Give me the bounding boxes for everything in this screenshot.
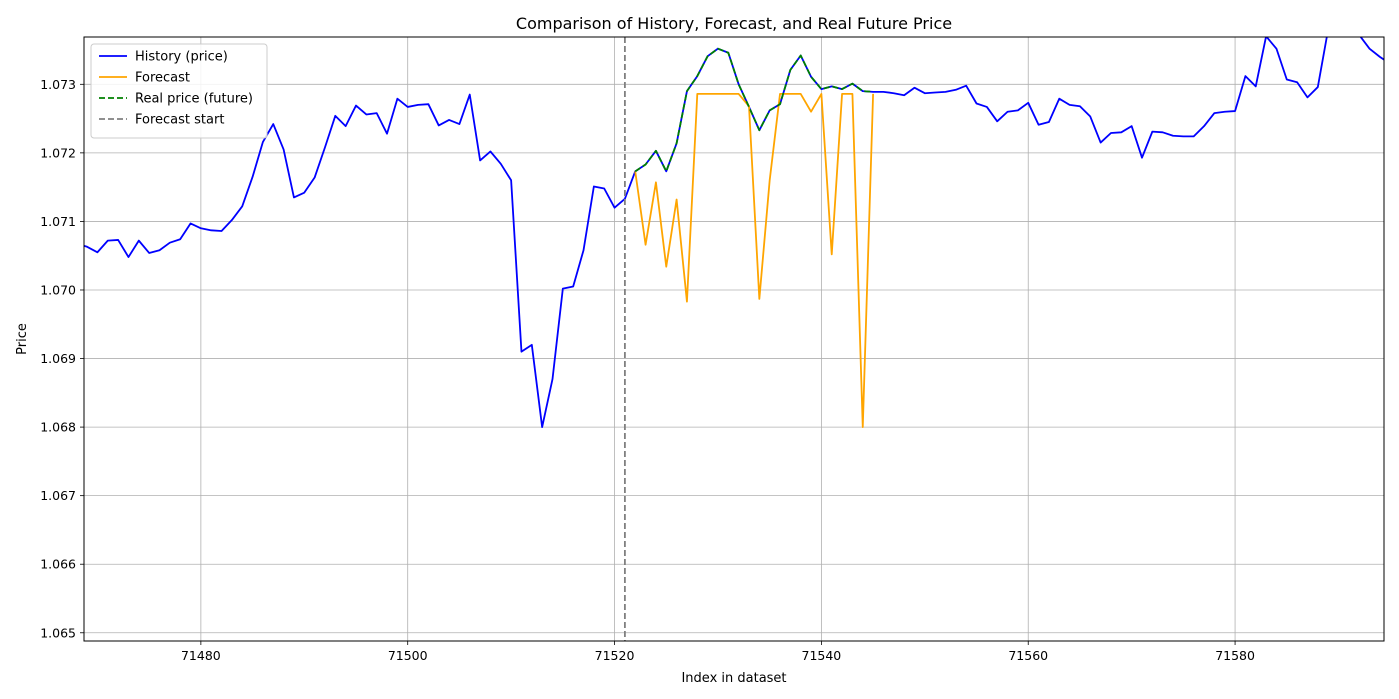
y-tick-label: 1.068 (40, 420, 76, 435)
x-axis-label: Index in dataset (681, 671, 786, 686)
chart-title: Comparison of History, Forecast, and Rea… (516, 14, 952, 33)
y-tick-label: 1.065 (40, 625, 76, 640)
y-tick-label: 1.070 (40, 282, 76, 297)
series-real-price-future (634, 47, 874, 173)
legend-box (90, 43, 268, 139)
y-tick-label: 1.071 (40, 214, 76, 229)
legend-label-history-price: History (price) (135, 50, 228, 65)
y-tick-label: 1.066 (40, 557, 76, 572)
legend-label-real-price-future: Real price (future) (135, 92, 253, 107)
legend: History (price) Forecast Real price (futur… (90, 43, 268, 139)
x-axis: 71480 71500 71520 71540 71560 71580 (181, 641, 1255, 663)
x-tick-label: 71500 (388, 648, 428, 663)
x-tick-label: 71480 (181, 648, 221, 663)
y-tick-label: 1.072 (40, 145, 76, 160)
y-axis-label: Price (15, 323, 30, 355)
grid (84, 37, 1384, 641)
legend-label-forecast: Forecast (135, 71, 190, 86)
y-tick-label: 1.073 (40, 77, 76, 92)
x-tick-label: 71540 (802, 648, 842, 663)
legend-label-forecast-start: Forecast start (135, 113, 224, 128)
y-tick-label: 1.069 (40, 351, 76, 366)
x-tick-label: 71580 (1215, 648, 1255, 663)
series-forecast (634, 93, 874, 429)
plot-frame (83, 36, 1385, 642)
y-tick-label: 1.067 (40, 488, 76, 503)
x-tick-label: 71520 (595, 648, 635, 663)
x-tick-label: 71560 (1008, 648, 1048, 663)
y-axis: 1.065 1.066 1.067 1.068 1.069 1.070 1.071 1.072… (40, 77, 84, 640)
series-layer (84, 37, 1384, 641)
